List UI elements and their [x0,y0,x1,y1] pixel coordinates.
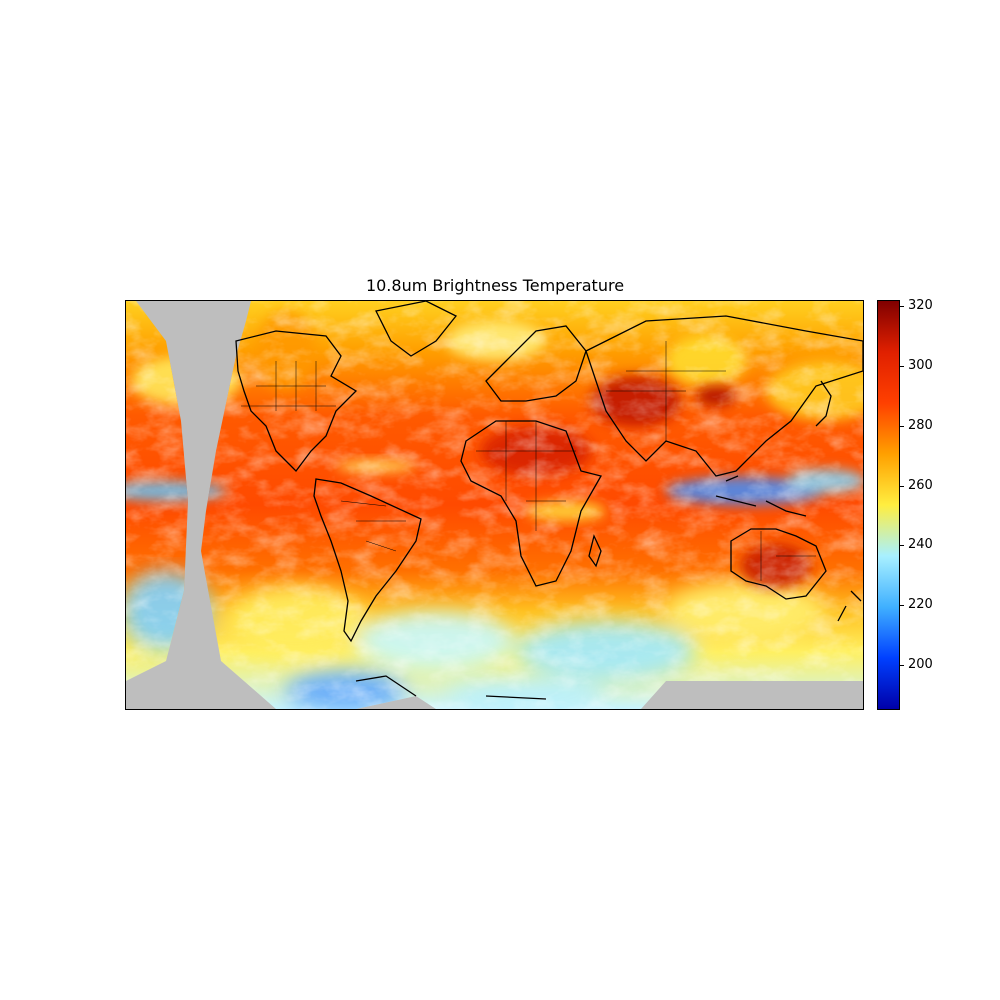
map-panel [125,300,864,710]
colorbar-axis: 200 220 240 260 280 300 320 [900,297,960,710]
coastline-madagascar [588,534,602,568]
country-borders [241,341,816,581]
colorbar-tick-label: 260 [908,477,933,493]
colorbar-tick-label: 240 [908,537,933,553]
colorbar-tick-label: 220 [908,597,933,613]
colorbar-tick-label: 300 [908,357,933,373]
coastline-asia [585,315,863,477]
coastline-greenland [375,301,458,357]
colorbar [877,300,900,710]
coastline-japan [815,380,832,427]
coastline-antarctica [355,675,547,700]
colorbar-tick-mark [900,665,904,667]
colorbar-tick-mark [900,485,904,487]
colorbar-tick-mark [900,365,904,367]
coastline-north-america [235,330,358,472]
coastline-europe [485,325,587,402]
map-title: 10.8um Brightness Temperature [365,276,625,295]
coastlines [235,301,863,700]
colorbar-tick-label: 280 [908,417,933,433]
coastline-australia [730,528,827,600]
coastline-africa [460,420,602,587]
satellite-swath [126,301,863,709]
coastline-south-america [313,478,422,643]
colorbar-tick-mark [900,425,904,427]
coastline-new-zealand [837,590,862,622]
coastline-indonesia [715,475,807,517]
colorbar-tick-mark [900,545,904,547]
colorbar-tick-label: 320 [908,297,933,313]
brightness-temperature-map [126,301,863,709]
colorbar-tick-mark [900,605,904,607]
colorbar-tick-mark [900,305,904,307]
colorbar-tick-label: 200 [908,657,933,673]
